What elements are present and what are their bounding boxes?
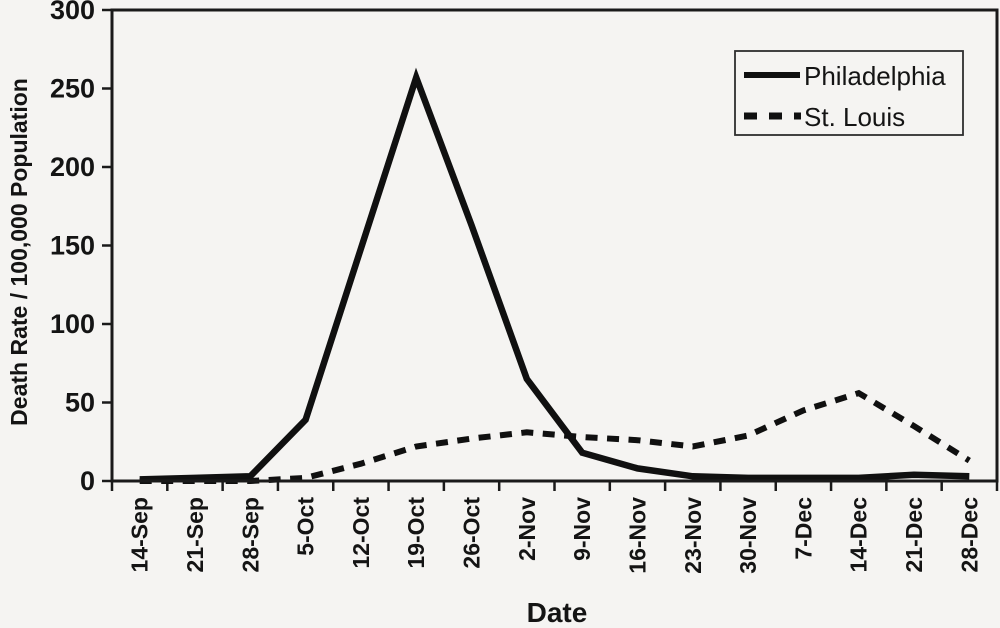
x-tick-label: 19-Oct [403, 497, 429, 569]
y-tick-label: 0 [80, 466, 95, 496]
y-tick-label: 150 [50, 231, 95, 261]
x-axis-title: Date [527, 597, 588, 628]
x-tick-label: 14-Dec [846, 497, 872, 573]
x-tick-label: 12-Oct [348, 497, 374, 569]
st-louis-line [139, 389, 971, 484]
x-tick-label: 5-Oct [293, 497, 319, 556]
x-ticks-layer: 14-Sep 21-Sep 28-Sep 5-Oct 12-Oct 19-Oct 26-Oc… [110, 481, 999, 574]
x-tick-label: 2-Nov [514, 497, 540, 561]
legend: Philadelphia St. Louis [734, 50, 964, 136]
y-tick-label: 300 [50, 0, 95, 25]
legend-label-st-louis: St. Louis [804, 102, 905, 132]
x-tick-label: 16-Nov [624, 497, 650, 574]
y-tick-label: 100 [50, 309, 95, 339]
y-tick-label: 200 [50, 152, 95, 182]
y-tick-label: 250 [50, 74, 95, 104]
x-tick-label: 28-Dec [956, 497, 982, 573]
philadelphia-line [139, 67, 970, 483]
x-tick-label: 28-Sep [237, 497, 263, 572]
x-tick-label: 21-Sep [182, 497, 208, 572]
y-ticks-layer: 0 50 100 150 200 250 300 [50, 0, 112, 496]
plot-border [110, 8, 999, 483]
x-tick-label: 7-Dec [790, 497, 816, 560]
series-layer [139, 67, 971, 484]
x-tick-label: 14-Sep [127, 497, 153, 572]
y-axis-title: Death Rate / 100,000 Population [6, 78, 32, 426]
x-tick-label: 26-Oct [459, 497, 485, 569]
x-tick-label: 21-Dec [901, 497, 927, 573]
x-tick-label: 30-Nov [735, 497, 761, 574]
x-tick-label: 23-Nov [680, 497, 706, 574]
legend-label-philadelphia: Philadelphia [804, 61, 946, 91]
y-tick-label: 50 [65, 388, 95, 418]
legend-box [734, 50, 964, 136]
x-tick-label: 9-Nov [569, 497, 595, 561]
